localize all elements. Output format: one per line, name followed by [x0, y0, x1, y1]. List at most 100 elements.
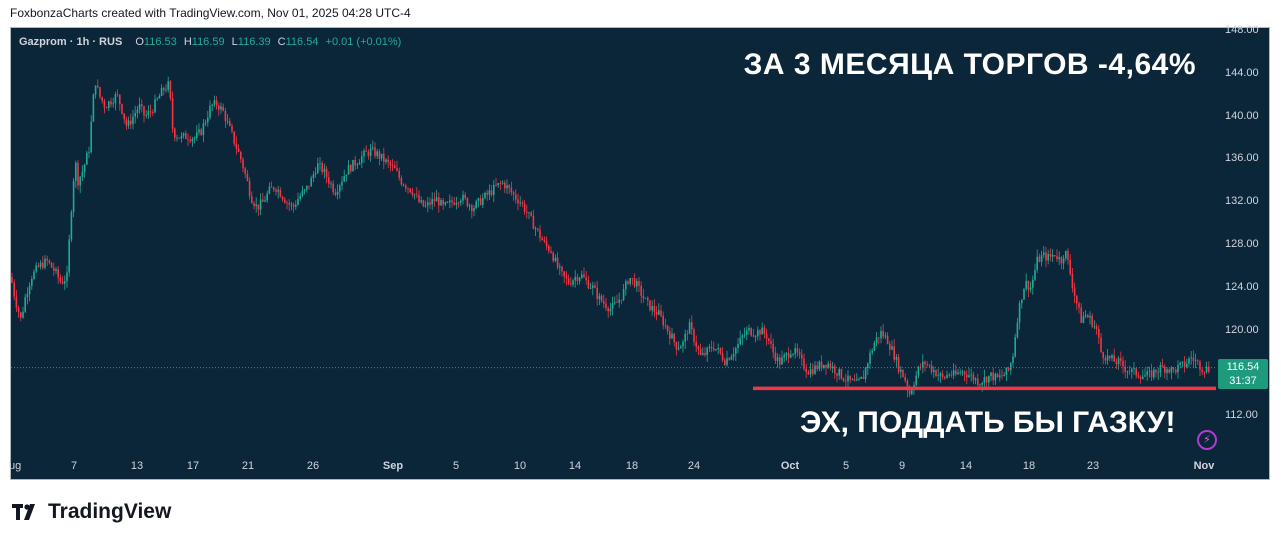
- candle-body: [1036, 256, 1038, 270]
- candle-body: [658, 310, 660, 315]
- candle-body: [215, 100, 218, 106]
- candle-body: [178, 137, 180, 139]
- symbol-name[interactable]: Gazprom · 1h · RUS: [19, 36, 123, 48]
- candle-body: [101, 97, 103, 102]
- candle-body: [495, 184, 497, 186]
- candle-body: [856, 379, 858, 381]
- candle-body: [1091, 315, 1093, 327]
- candle-body: [570, 283, 572, 285]
- candle-body: [1188, 358, 1190, 364]
- candle-body: [378, 151, 381, 159]
- candle-body: [479, 198, 482, 205]
- candle-body: [966, 374, 968, 378]
- candle-body: [224, 110, 227, 122]
- candle-body: [677, 348, 680, 350]
- candle-body: [130, 120, 132, 125]
- candle-body: [457, 202, 460, 204]
- candle-body: [510, 187, 513, 193]
- candle-body: [303, 189, 306, 192]
- candle-body: [13, 282, 15, 297]
- candle-body: [774, 352, 777, 361]
- candle-body: [246, 173, 249, 181]
- candle-body: [182, 133, 185, 136]
- candle-body: [651, 305, 653, 311]
- candle-body: [341, 181, 343, 186]
- candle-body: [334, 192, 337, 195]
- candle-body: [35, 265, 37, 272]
- candle-body: [994, 373, 997, 381]
- candle-body: [838, 369, 840, 376]
- candle-body: [266, 193, 268, 201]
- candle-body: [1067, 250, 1069, 260]
- candle-body: [376, 151, 378, 157]
- candle-body: [226, 121, 229, 122]
- candle-body: [1087, 315, 1089, 318]
- candle-body: [336, 191, 339, 195]
- candle-body: [1040, 255, 1043, 262]
- candle-body: [138, 104, 141, 110]
- candle-body: [523, 203, 526, 212]
- candle-body: [270, 186, 273, 188]
- candle-body: [537, 228, 539, 230]
- candle-body: [28, 285, 31, 295]
- candle-body: [548, 246, 550, 251]
- candle-body: [154, 99, 156, 113]
- candle-body: [831, 366, 834, 369]
- candle-body: [152, 112, 154, 113]
- candle-body: [317, 163, 319, 174]
- candle-body: [770, 340, 772, 345]
- candle-body: [248, 180, 251, 197]
- symbol-legend: Gazprom · 1h · RUS O116.53 H116.59 L116.…: [19, 36, 401, 48]
- candle-body: [1161, 365, 1164, 367]
- candle-body: [438, 197, 440, 206]
- candle-body: [1082, 316, 1085, 323]
- candle-body: [928, 364, 931, 366]
- candle-body: [512, 192, 515, 195]
- close-value: 116.54: [285, 36, 319, 48]
- candle-body: [218, 105, 220, 110]
- candle-body: [893, 346, 895, 360]
- candle-body: [631, 278, 634, 279]
- candle-body: [1124, 366, 1126, 372]
- time-tick-label: ug: [9, 460, 22, 472]
- candle-body: [134, 113, 136, 117]
- candle-body: [1175, 369, 1177, 373]
- candle-body: [963, 371, 966, 375]
- candle-body: [455, 202, 458, 205]
- candle-body: [906, 380, 909, 391]
- candle-body: [407, 188, 409, 190]
- time-scale[interactable]: [11, 454, 1269, 479]
- time-tick-label: 5: [842, 460, 850, 472]
- candle-body: [622, 288, 625, 300]
- candle-body: [1205, 366, 1208, 372]
- candle-body: [559, 266, 561, 268]
- candle-body: [66, 272, 68, 282]
- candle-body: [583, 274, 585, 278]
- candle-body: [1010, 363, 1012, 371]
- candle-body: [99, 87, 101, 98]
- candle-body: [193, 137, 196, 139]
- candle-body: [374, 147, 376, 157]
- candle-body: [673, 333, 675, 342]
- candle-body: [1102, 352, 1104, 358]
- candle-body: [820, 361, 823, 368]
- candle-body: [614, 302, 616, 304]
- candle-body: [354, 159, 356, 166]
- candle-body: [413, 194, 416, 196]
- candle-body: [545, 241, 548, 247]
- candle-body: [779, 357, 781, 365]
- candlestick-chart: [11, 76, 1216, 398]
- candle-body: [1080, 307, 1082, 323]
- chart-plot-area[interactable]: [11, 28, 1216, 454]
- lightning-icon[interactable]: ⚡: [1197, 430, 1217, 450]
- candle-body: [424, 205, 427, 207]
- candle-body: [347, 165, 350, 175]
- candle-body: [840, 369, 843, 379]
- candle-body: [567, 278, 570, 284]
- tradingview-logo[interactable]: TradingView: [12, 500, 171, 524]
- candle-body: [1181, 361, 1184, 363]
- candle-body: [343, 176, 345, 182]
- candle-body: [1034, 269, 1036, 280]
- candle-body: [314, 173, 317, 175]
- candle-body: [880, 330, 882, 339]
